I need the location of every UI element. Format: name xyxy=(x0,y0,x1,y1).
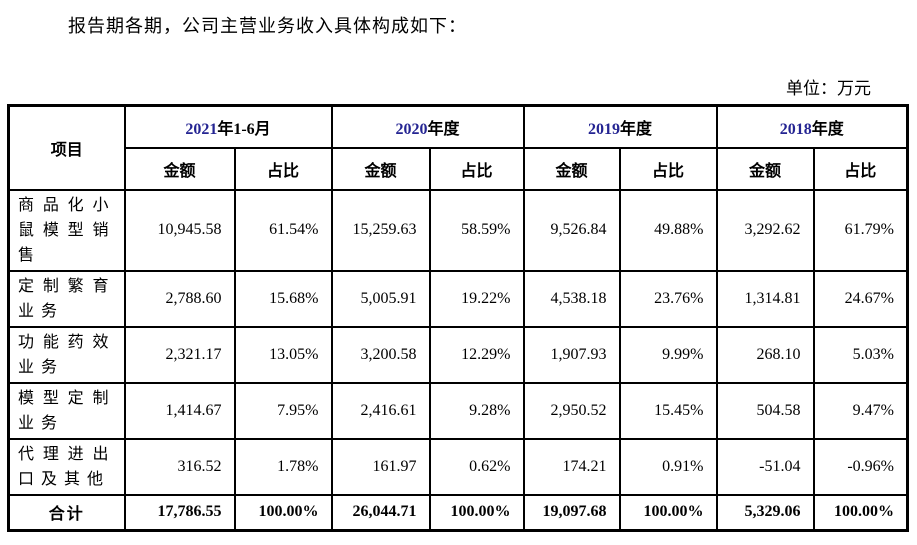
amount-cell: -51.04 xyxy=(715,437,815,496)
ratio-cell: -0.96% xyxy=(812,437,909,496)
ratio-cell: 15.45% xyxy=(618,381,718,440)
row-label: 代理进出口及其他 xyxy=(7,437,126,496)
amount-cell: 17,786.55 xyxy=(123,493,236,532)
ratio-cell: 9.99% xyxy=(618,325,718,384)
year-suffix: 年度 xyxy=(811,120,844,138)
ratio-cell: 9.47% xyxy=(812,381,909,440)
header-row-subcolumns: 金额 占比 金额 占比 金额 占比 金额 占比 xyxy=(9,146,909,191)
ratio-cell: 58.59% xyxy=(428,188,525,272)
ratio-cell: 24.67% xyxy=(812,269,909,328)
amount-cell: 1,314.81 xyxy=(715,269,815,328)
year-number: 2020 xyxy=(395,120,428,138)
row-label: 定制繁育业务 xyxy=(7,269,126,328)
amount-cell: 2,321.17 xyxy=(123,325,236,384)
ratio-cell: 13.05% xyxy=(233,325,333,384)
ratio-cell: 0.91% xyxy=(618,437,718,496)
col-header-ratio: 占比 xyxy=(812,146,909,191)
ratio-cell: 100.00% xyxy=(812,493,909,532)
total-row: 合计 17,786.55 100.00% 26,044.71 100.00% 1… xyxy=(7,493,909,532)
year-number: 2021 xyxy=(185,120,218,138)
ratio-cell: 61.79% xyxy=(812,188,909,272)
year-suffix: 年度 xyxy=(619,120,652,138)
ratio-cell: 1.78% xyxy=(233,437,333,496)
page-title: 报告期各期，公司主营业务收入具体构成如下： xyxy=(68,16,467,36)
row-label: 商品化小鼠模型销售 xyxy=(7,188,126,272)
ratio-cell: 19.22% xyxy=(428,269,525,328)
ratio-cell: 49.88% xyxy=(618,188,718,272)
amount-cell: 504.58 xyxy=(715,381,815,440)
amount-cell: 2,416.61 xyxy=(330,381,431,440)
ratio-cell: 12.29% xyxy=(428,325,525,384)
amount-cell: 174.21 xyxy=(522,437,621,496)
col-header-period-2021: 2021年1-6月 xyxy=(123,104,333,149)
amount-cell: 9,526.84 xyxy=(522,188,621,272)
col-header-period-2020: 2020年度 xyxy=(330,104,525,149)
row-label: 功能药效业务 xyxy=(7,325,126,384)
unit-label: 单位：万元 xyxy=(786,79,871,98)
header-row-periods: 项目 2021年1-6月 2020年度 2019年度 2018年度 xyxy=(7,104,909,191)
ratio-cell: 5.03% xyxy=(812,325,909,384)
table-row: 代理进出口及其他 316.52 1.78% 161.97 0.62% 174.2… xyxy=(7,437,909,496)
ratio-cell: 7.95% xyxy=(233,381,333,440)
table-row: 定制繁育业务 2,788.60 15.68% 5,005.91 19.22% 4… xyxy=(7,269,909,328)
amount-cell: 161.97 xyxy=(330,437,431,496)
revenue-composition-table: 项目 2021年1-6月 2020年度 2019年度 2018年度 金额 占比 … xyxy=(7,104,909,532)
year-suffix: 年度 xyxy=(427,120,460,138)
col-header-ratio: 占比 xyxy=(233,146,333,191)
amount-cell: 26,044.71 xyxy=(330,493,431,532)
ratio-cell: 0.62% xyxy=(428,437,525,496)
ratio-cell: 23.76% xyxy=(618,269,718,328)
ratio-cell: 100.00% xyxy=(428,493,525,532)
amount-cell: 2,788.60 xyxy=(123,269,236,328)
col-header-ratio: 占比 xyxy=(618,146,718,191)
year-suffix: 年1-6月 xyxy=(217,120,271,138)
col-header-amount: 金额 xyxy=(123,146,236,191)
col-header-period-2018: 2018年度 xyxy=(715,104,909,149)
amount-cell: 19,097.68 xyxy=(522,493,621,532)
ratio-cell: 100.00% xyxy=(233,493,333,532)
amount-cell: 4,538.18 xyxy=(522,269,621,328)
table-row: 模型定制业务 1,414.67 7.95% 2,416.61 9.28% 2,9… xyxy=(7,381,909,440)
ratio-cell: 9.28% xyxy=(428,381,525,440)
col-header-amount: 金额 xyxy=(715,146,815,191)
ratio-cell: 15.68% xyxy=(233,269,333,328)
year-number: 2018 xyxy=(779,120,812,138)
amount-cell: 1,414.67 xyxy=(123,381,236,440)
col-header-amount: 金额 xyxy=(522,146,621,191)
total-row-label: 合计 xyxy=(7,493,126,532)
amount-cell: 5,005.91 xyxy=(330,269,431,328)
amount-cell: 268.10 xyxy=(715,325,815,384)
ratio-cell: 100.00% xyxy=(618,493,718,532)
amount-cell: 10,945.58 xyxy=(123,188,236,272)
col-header-item: 项目 xyxy=(7,104,126,191)
year-number: 2019 xyxy=(587,120,620,138)
amount-cell: 5,329.06 xyxy=(715,493,815,532)
row-label: 模型定制业务 xyxy=(7,381,126,440)
amount-cell: 15,259.63 xyxy=(330,188,431,272)
table-row: 商品化小鼠模型销售 10,945.58 61.54% 15,259.63 58.… xyxy=(7,188,909,272)
table-row: 功能药效业务 2,321.17 13.05% 3,200.58 12.29% 1… xyxy=(7,325,909,384)
amount-cell: 3,200.58 xyxy=(330,325,431,384)
amount-cell: 3,292.62 xyxy=(715,188,815,272)
amount-cell: 1,907.93 xyxy=(522,325,621,384)
ratio-cell: 61.54% xyxy=(233,188,333,272)
amount-cell: 316.52 xyxy=(123,437,236,496)
amount-cell: 2,950.52 xyxy=(522,381,621,440)
col-header-amount: 金额 xyxy=(330,146,431,191)
col-header-period-2019: 2019年度 xyxy=(522,104,718,149)
col-header-ratio: 占比 xyxy=(428,146,525,191)
